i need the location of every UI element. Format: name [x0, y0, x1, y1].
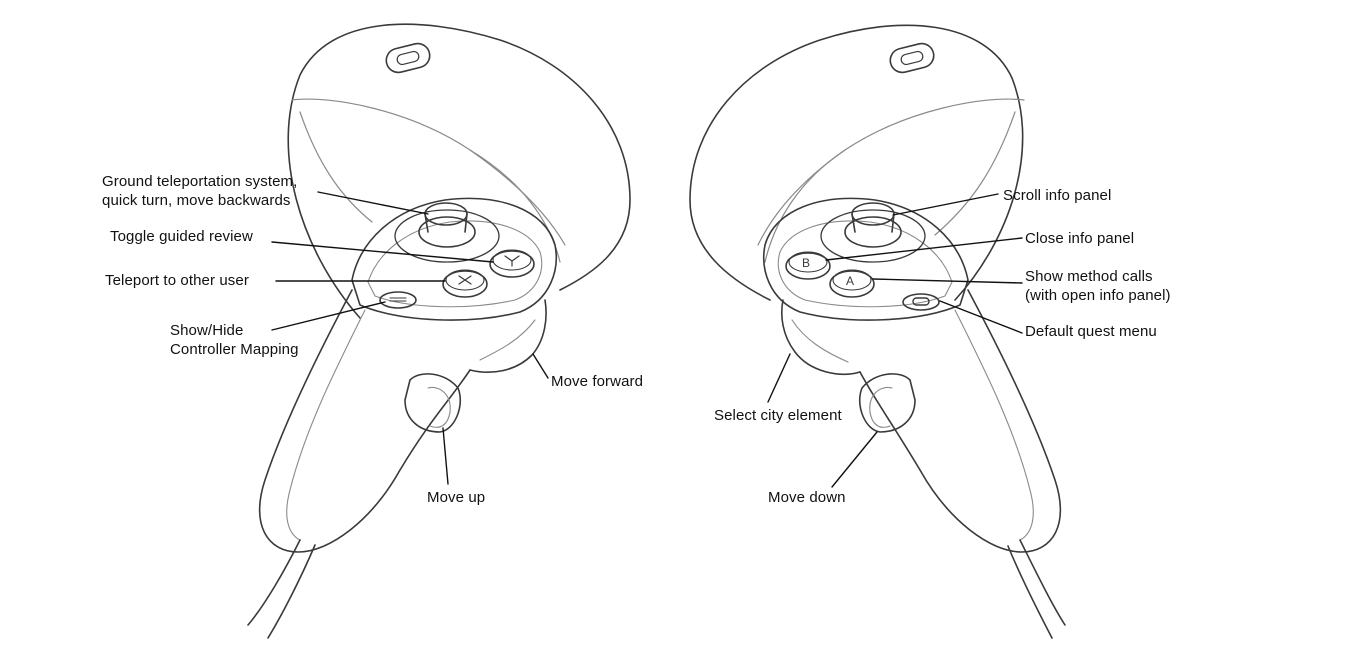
- left-grip-inner: [427, 386, 451, 428]
- right-controller: B A: [689, 24, 1066, 639]
- left-joystick-base: [394, 209, 500, 263]
- left-button-x-top: [445, 269, 485, 291]
- left-ring-led: [385, 42, 431, 74]
- left-menu-button: [379, 291, 417, 309]
- right-trigger: [780, 299, 861, 375]
- left-button-y: [489, 250, 535, 278]
- right-handle-seam: [954, 309, 1034, 541]
- left-button-y-top: [492, 249, 532, 271]
- leader-lines: [271, 191, 1023, 488]
- right-ring-led-inner: [900, 50, 924, 66]
- left-joystick-ring: [418, 216, 476, 248]
- label-left-trigger: Move forward: [551, 373, 644, 390]
- label-right-grip: Move down: [768, 489, 846, 506]
- left-grip-button: [404, 373, 462, 433]
- left-trigger: [469, 299, 547, 373]
- right-joystick-cap: [851, 202, 895, 226]
- left-ring-inner-edge: [299, 111, 373, 223]
- B-letter-icon: B: [802, 256, 810, 270]
- leader-left-joystick: [317, 191, 429, 215]
- right-cable: [1019, 539, 1066, 626]
- right-ring-inner-edge: [934, 111, 1016, 236]
- label-left-menu-line1: Show/Hide: [170, 322, 244, 339]
- right-face-plate-inner: [777, 220, 953, 308]
- right-face-plate: [763, 197, 969, 321]
- label-left-joystick: Ground teleportation system, quick turn,…: [102, 172, 297, 210]
- right-button-b: [785, 252, 831, 280]
- left-ring-inner-band: [291, 98, 566, 246]
- Y-letter-icon: [504, 255, 520, 267]
- left-joystick-stem: [424, 213, 468, 233]
- left-joystick-cap: [424, 202, 468, 226]
- right-ring-led: [889, 42, 935, 74]
- left-controller: [247, 23, 631, 639]
- left-cable-b: [267, 544, 316, 639]
- right-joystick-base: [820, 209, 926, 263]
- left-tracking-ring: [287, 23, 631, 319]
- leader-right-joystick: [892, 193, 999, 216]
- right-button-b-top: [788, 251, 828, 273]
- label-right-button-b: Close info panel: [1025, 230, 1135, 247]
- right-cable-b: [1007, 545, 1053, 639]
- right-ring-inner-edge-left: [764, 149, 846, 263]
- leader-right-button-b: [825, 237, 1023, 261]
- leader-left-trigger: [532, 353, 549, 379]
- left-cable: [247, 539, 301, 626]
- label-right-button-a: Show method calls (with open info panel): [1025, 267, 1171, 305]
- right-trigger-edge: [791, 319, 849, 363]
- leader-right-trigger: [767, 353, 791, 403]
- label-right-button-a-line2: (with open info panel): [1025, 287, 1171, 304]
- right-oculus-button: [902, 293, 940, 311]
- leader-left-menu: [271, 301, 386, 331]
- label-left-grip: Move up: [427, 489, 486, 506]
- right-joystick-ring: [844, 216, 902, 248]
- label-left-menu-button: Show/Hide Controller Mapping: [170, 321, 299, 359]
- label-right-button-a-line1: Show method calls: [1025, 268, 1153, 285]
- right-button-a-top: [832, 269, 872, 291]
- left-ring-led-inner: [396, 50, 420, 66]
- label-left-button-y: Toggle guided review: [110, 228, 253, 245]
- label-right-oculus-button: Default quest menu: [1025, 323, 1157, 340]
- right-grip-inner: [869, 386, 893, 428]
- leader-left-button-y: [271, 241, 494, 263]
- left-handle: [258, 289, 471, 553]
- label-right-trigger: Select city element: [714, 407, 842, 424]
- hamburger-menu-icon: [389, 297, 407, 302]
- leader-right-grip: [831, 431, 878, 488]
- right-grip-button: [858, 373, 916, 433]
- left-face-plate: [351, 197, 557, 321]
- leader-right-button-a: [872, 278, 1023, 284]
- leader-left-grip: [442, 427, 449, 485]
- right-joystick-stem: [851, 213, 895, 233]
- right-tracking-ring: [689, 24, 1024, 301]
- right-ring-inner-band: [757, 98, 1025, 246]
- right-button-a: [829, 270, 875, 298]
- label-right-joystick: Scroll info panel: [1003, 187, 1112, 204]
- A-letter-icon: A: [846, 274, 854, 288]
- leader-right-oculus: [939, 300, 1023, 334]
- oculus-logo-icon: [912, 297, 930, 306]
- label-left-joystick-line1: Ground teleportation system,: [102, 173, 298, 190]
- left-trigger-edge: [479, 319, 536, 361]
- left-handle-seam: [286, 309, 366, 541]
- label-left-joystick-line2: quick turn, move backwards: [102, 192, 291, 209]
- left-face-plate-inner: [367, 220, 543, 308]
- label-left-button-x: Teleport to other user: [105, 272, 249, 289]
- left-button-x: [442, 270, 488, 298]
- label-left-menu-line2: Controller Mapping: [170, 341, 299, 358]
- X-letter-icon: [458, 275, 472, 285]
